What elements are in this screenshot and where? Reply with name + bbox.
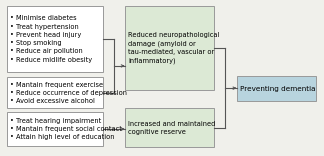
FancyBboxPatch shape xyxy=(7,112,103,146)
FancyBboxPatch shape xyxy=(237,76,316,101)
FancyBboxPatch shape xyxy=(125,6,214,90)
FancyBboxPatch shape xyxy=(125,108,214,147)
Text: Increased and maintained
cognitive reserve: Increased and maintained cognitive reser… xyxy=(128,121,215,135)
Text: • Treat hearing impairment
• Mantain frequent social contact
• Attain high level: • Treat hearing impairment • Mantain fre… xyxy=(10,118,122,140)
Text: Reduced neuropathological
damage (amyloid or
tau-mediated, vascular or
inflammat: Reduced neuropathological damage (amyloi… xyxy=(128,32,219,64)
Text: Preventing dementia: Preventing dementia xyxy=(240,85,315,92)
Text: • Mantain frequent exercise
• Reduce occurrence of depression
• Avoid excessive : • Mantain frequent exercise • Reduce occ… xyxy=(10,82,127,104)
FancyBboxPatch shape xyxy=(7,77,103,108)
FancyBboxPatch shape xyxy=(7,6,103,72)
Text: • Minimise diabetes
• Treat hypertension
• Prevent head injury
• Stop smoking
• : • Minimise diabetes • Treat hypertension… xyxy=(10,15,92,63)
